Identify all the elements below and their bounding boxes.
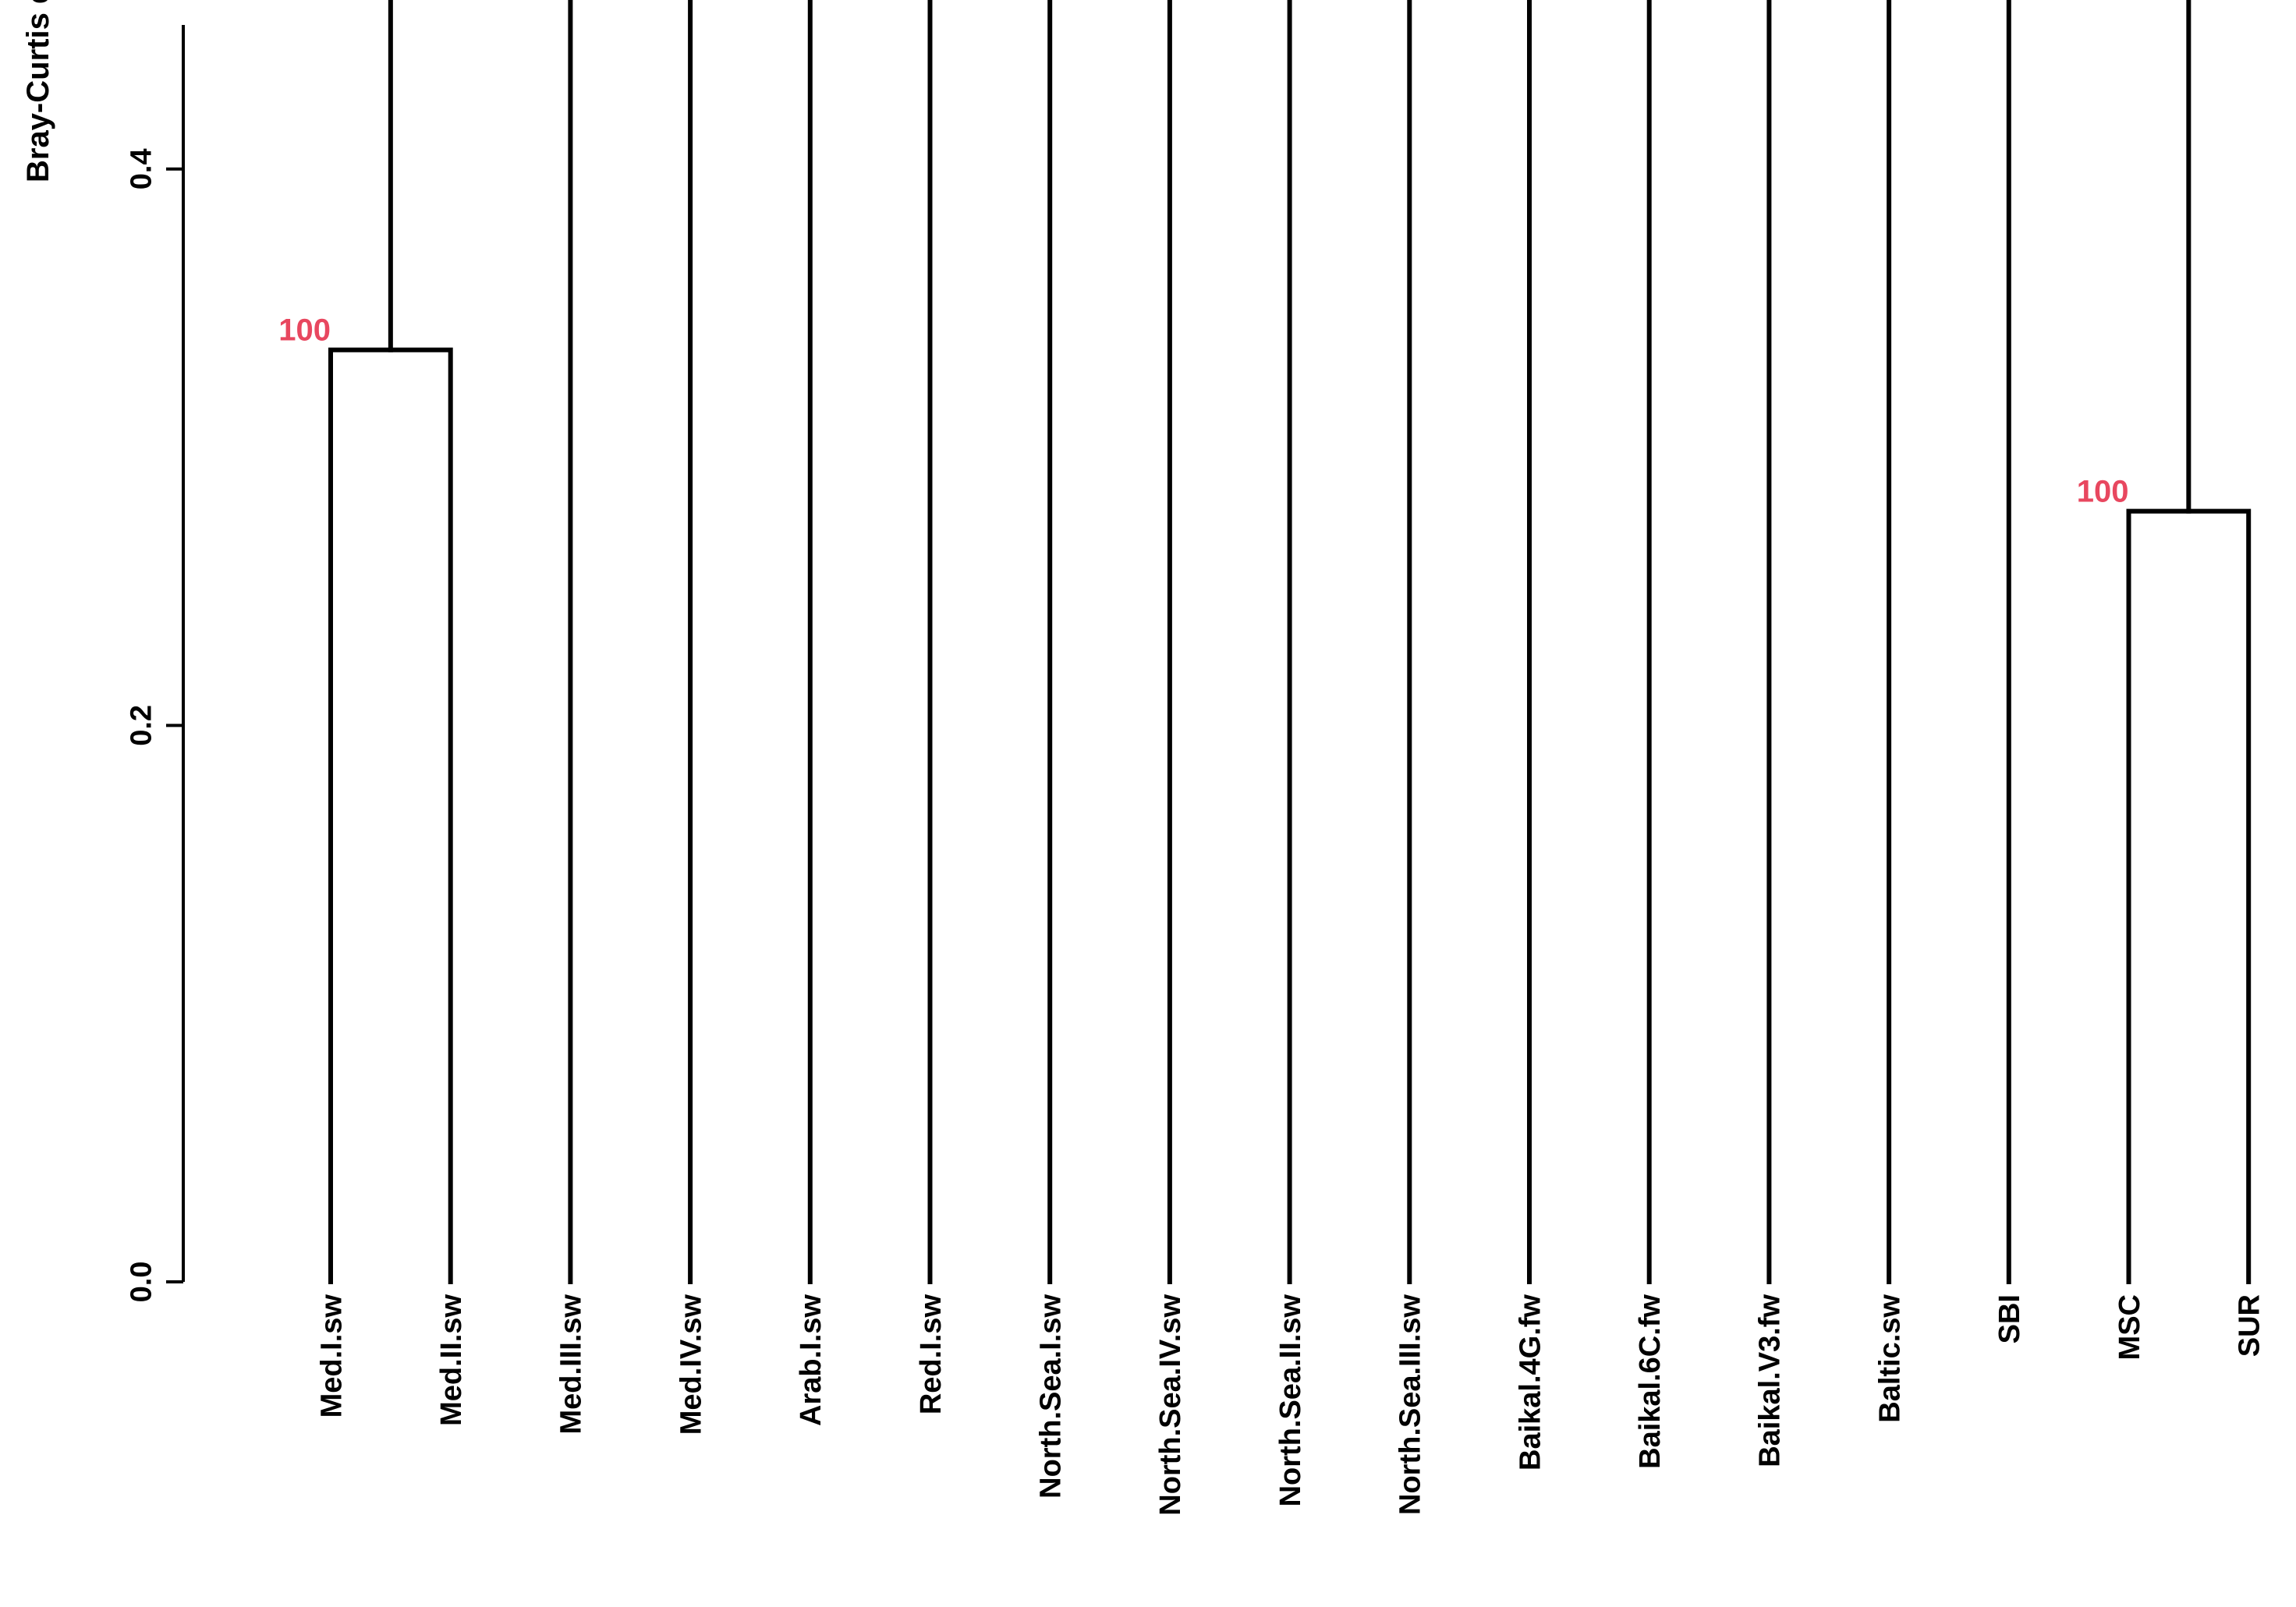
leaf-label: Baikal.4G.fw: [1514, 1294, 1547, 1471]
dendrogram-link-n4: [807, 0, 933, 1284]
dendrogram-link-n11: [1527, 0, 1532, 1284]
dendrogram-links: [328, 0, 2252, 1284]
y-tick-label: 0.4: [125, 148, 158, 189]
dendrogram-link-n7: [1047, 0, 1053, 1284]
dendrogram-link-n14: [1887, 0, 1892, 1284]
leaf-label: North.Sea.I.sw: [1035, 1294, 1068, 1499]
dendrogram-link-n1: [328, 347, 453, 1284]
leaf-label: MSC: [2114, 1294, 2146, 1360]
dendrogram-link-n6: [1167, 0, 1172, 1284]
leaf-labels: Med.I.sw Med.II.sw Med.III.sw Med.IV.sw Arab…: [315, 1294, 2266, 1516]
y-tick-label: 0.0: [125, 1262, 158, 1303]
leaf-label: Arab.I.sw: [795, 1294, 827, 1426]
leaf-label: Med.III.sw: [555, 1294, 588, 1435]
leaf-label: Baltic.sw: [1873, 1294, 1906, 1423]
y-ticks: 0.00.20.40.60.8: [125, 148, 183, 1303]
dendrogram-link-n13: [2006, 0, 2191, 1284]
leaf-label: Baikal.V3.fw: [1754, 1294, 1787, 1467]
leaf-label: Red.I.sw: [915, 1294, 948, 1415]
bootstrap-support-labels: 1001009410010010099921007910010010067100: [278, 313, 2129, 509]
leaf-label: Med.II.sw: [435, 1294, 468, 1426]
dendrogram-link-n3: [388, 0, 393, 352]
dendrogram-link-n10: [1646, 0, 1772, 1284]
leaf-label: Med.IV.sw: [675, 1294, 707, 1435]
leaf-label: Baikal.6C.fw: [1634, 1294, 1667, 1469]
leaf-label: North.Sea.II.sw: [1274, 1294, 1307, 1507]
leaf-label: North.Sea.IV.sw: [1154, 1294, 1187, 1516]
support-label-n12: 100: [2077, 475, 2129, 509]
support-label-n1: 100: [278, 313, 331, 348]
y-tick-label: 0.2: [125, 705, 158, 746]
dendrogram-link-n2: [568, 0, 693, 1284]
leaf-label: Med.I.sw: [315, 1294, 348, 1418]
leaf-label: SUR: [2234, 1294, 2266, 1357]
leaf-label: North.Sea.III.sw: [1394, 1294, 1427, 1515]
dendrogram-link-n5: [1287, 0, 1412, 1284]
dendrogram-link-n12: [2126, 508, 2252, 1284]
y-axis-label: Bray-Curtis distance: [21, 0, 55, 182]
leaf-label: SBI: [1993, 1294, 2026, 1343]
